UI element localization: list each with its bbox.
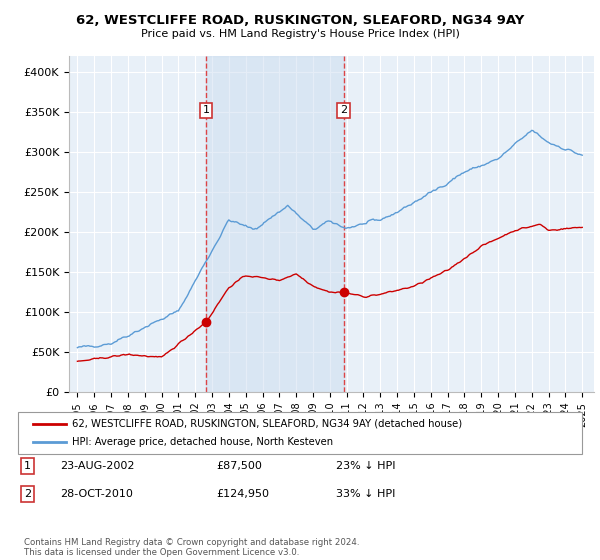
Text: 33% ↓ HPI: 33% ↓ HPI	[336, 489, 395, 499]
Text: £87,500: £87,500	[216, 461, 262, 471]
Text: 28-OCT-2010: 28-OCT-2010	[60, 489, 133, 499]
Text: 2: 2	[24, 489, 31, 499]
Text: HPI: Average price, detached house, North Kesteven: HPI: Average price, detached house, Nort…	[72, 437, 333, 447]
Text: 23% ↓ HPI: 23% ↓ HPI	[336, 461, 395, 471]
Text: Contains HM Land Registry data © Crown copyright and database right 2024.
This d: Contains HM Land Registry data © Crown c…	[24, 538, 359, 557]
Bar	[206, 56, 344, 392]
Text: 62, WESTCLIFFE ROAD, RUSKINGTON, SLEAFORD, NG34 9AY: 62, WESTCLIFFE ROAD, RUSKINGTON, SLEAFOR…	[76, 14, 524, 27]
Text: £124,950: £124,950	[216, 489, 269, 499]
Text: 23-AUG-2002: 23-AUG-2002	[60, 461, 134, 471]
Text: 1: 1	[24, 461, 31, 471]
Text: 2: 2	[340, 105, 347, 115]
Text: 1: 1	[203, 105, 209, 115]
Text: Price paid vs. HM Land Registry's House Price Index (HPI): Price paid vs. HM Land Registry's House …	[140, 29, 460, 39]
Text: 62, WESTCLIFFE ROAD, RUSKINGTON, SLEAFORD, NG34 9AY (detached house): 62, WESTCLIFFE ROAD, RUSKINGTON, SLEAFOR…	[72, 419, 462, 429]
